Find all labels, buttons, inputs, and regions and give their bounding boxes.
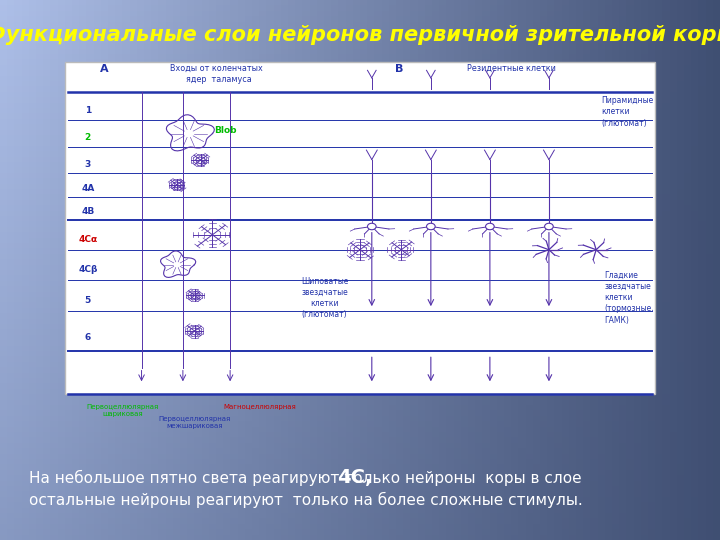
Circle shape xyxy=(367,223,376,230)
Text: 4А: 4А xyxy=(81,184,94,193)
Text: Первоцеллюлярная
шариковая: Первоцеллюлярная шариковая xyxy=(86,404,158,417)
Text: Шиповатые
звездчатые
клетки
(глютомат): Шиповатые звездчатые клетки (глютомат) xyxy=(301,276,348,319)
Text: 4Cβ: 4Cβ xyxy=(78,265,97,274)
Text: Резидентные клетки: Резидентные клетки xyxy=(467,64,556,73)
Text: Первоцеллюлярная
межшариковая: Первоцеллюлярная межшариковая xyxy=(158,416,230,429)
Circle shape xyxy=(485,223,494,230)
Text: остальные нейроны реагируют  только на более сложные стимулы.: остальные нейроны реагируют только на бо… xyxy=(29,491,582,508)
Text: 6: 6 xyxy=(85,333,91,342)
Text: 4С,: 4С, xyxy=(337,468,373,488)
Text: Гладкие
звездчатые
клетки
(тормозные,
ГАМК): Гладкие звездчатые клетки (тормозные, ГА… xyxy=(604,271,654,325)
Text: Входы от коленчатых
  ядер  таламуса: Входы от коленчатых ядер таламуса xyxy=(170,64,262,84)
Text: 4В: 4В xyxy=(81,207,94,216)
Circle shape xyxy=(426,223,435,230)
Text: В: В xyxy=(395,64,404,74)
Text: 5: 5 xyxy=(85,295,91,305)
Text: Магноцеллюлярная: Магноцеллюлярная xyxy=(223,404,296,410)
Text: На небольшое пятно света реагируют только нейроны  коры в слое: На небольшое пятно света реагируют тольк… xyxy=(29,470,586,486)
Bar xyxy=(65,62,655,394)
Text: Blob: Blob xyxy=(214,126,236,136)
Text: 1: 1 xyxy=(85,106,91,115)
Text: 2: 2 xyxy=(85,133,91,142)
Text: Пирамидные
клетки
(глютомат): Пирамидные клетки (глютомат) xyxy=(601,96,654,127)
Text: 3: 3 xyxy=(85,159,91,168)
Circle shape xyxy=(544,223,553,230)
Text: Функциональные слои нейронов первичной зрительной коры: Функциональные слои нейронов первичной з… xyxy=(0,25,720,45)
Text: 4Cα: 4Cα xyxy=(78,235,97,244)
Text: А: А xyxy=(100,64,109,74)
